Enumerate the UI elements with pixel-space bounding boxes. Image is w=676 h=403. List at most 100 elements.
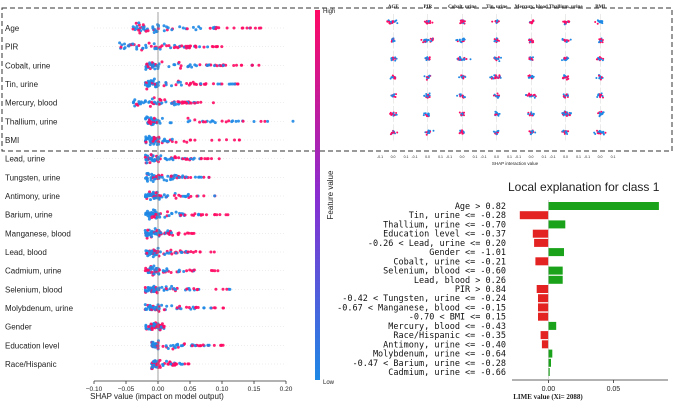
shap-point (143, 286, 147, 289)
shap-point (192, 213, 196, 217)
interaction-point (561, 77, 564, 80)
interaction-point (601, 59, 604, 62)
shap-point (189, 176, 193, 179)
shap-point (216, 269, 220, 273)
interaction-point (459, 57, 462, 60)
shap-point (151, 25, 155, 29)
shap-point (148, 138, 152, 142)
shap-point (257, 63, 261, 67)
shap-point (186, 231, 189, 235)
interaction-point (423, 38, 426, 41)
shap-point (192, 268, 196, 272)
interaction-point (463, 20, 466, 23)
shap-point (224, 63, 228, 67)
interaction-point (529, 56, 532, 59)
shap-point (157, 102, 161, 106)
lime-bar (534, 238, 549, 247)
shap-point (147, 327, 151, 331)
shap-point (142, 26, 146, 30)
interaction-point (563, 113, 566, 116)
interaction-point (495, 133, 498, 136)
lime-feature-label: -0.42 < Tungsten, urine <= -0.24 (342, 294, 506, 304)
shap-point (170, 304, 174, 308)
shap-point (209, 250, 213, 254)
feature-label: Lead, urine (5, 155, 46, 164)
shap-point (135, 47, 139, 51)
shap-point (172, 63, 176, 67)
interaction-point (455, 39, 458, 42)
interaction-point (494, 113, 497, 116)
interaction-point (532, 56, 534, 59)
shap-point (160, 101, 164, 105)
interaction-point (597, 132, 600, 135)
interaction-point (457, 57, 460, 60)
shap-point (220, 82, 224, 86)
shap-point (250, 63, 254, 67)
interaction-point (391, 21, 394, 24)
interaction-point (531, 76, 534, 79)
shap-point (181, 174, 185, 178)
interaction-tick-label: -0.1 (377, 155, 383, 159)
interaction-x-axis-title: SHAP interaction value (492, 161, 539, 166)
feature-label: Antimony, urine (5, 192, 61, 201)
shap-point (146, 289, 150, 293)
interaction-point (602, 132, 605, 135)
shap-point (185, 140, 189, 144)
shap-point (160, 303, 164, 307)
shap-point (193, 101, 197, 105)
interaction-point (531, 41, 534, 44)
shap-point (154, 191, 158, 195)
shap-point (164, 344, 168, 348)
shap-point (164, 287, 168, 291)
shap-point (177, 156, 181, 160)
shap-point (209, 63, 213, 67)
interaction-point (393, 114, 396, 117)
shap-point (168, 287, 172, 291)
shap-point (249, 26, 252, 30)
shap-point (144, 307, 148, 311)
shap-point (185, 45, 189, 49)
feature-label: Molybdenum, urine (5, 304, 74, 313)
shap-point (172, 194, 176, 197)
lime-feature-label: Lead, blood > 0.26 (414, 276, 506, 286)
shap-point (148, 213, 152, 217)
shap-point (145, 236, 149, 240)
interaction-point (565, 112, 568, 115)
shap-point (137, 44, 141, 47)
shap-point (263, 119, 267, 123)
interaction-tick-label: 0.0 (425, 155, 430, 159)
shap-point (217, 26, 221, 30)
interaction-point (562, 20, 565, 23)
lime-bar (535, 257, 549, 266)
interaction-point (561, 37, 564, 40)
shap-point (174, 102, 178, 106)
shap-point (202, 45, 206, 49)
lime-feature-label: -0.26 < Lead, urine <= 0.20 (368, 239, 506, 249)
shap-point (216, 45, 219, 48)
interaction-point (425, 78, 428, 81)
interaction-point (602, 130, 605, 133)
interaction-point (601, 39, 604, 41)
shap-point (196, 306, 200, 309)
lime-feature-label: Tin, urine <= -0.28 (409, 211, 506, 221)
shap-point (174, 174, 178, 177)
shap-point (160, 175, 164, 179)
shap-point (145, 161, 149, 165)
interaction-point (599, 132, 602, 135)
interaction-point (597, 112, 600, 115)
interaction-point (496, 39, 499, 42)
lime-feature-label: -0.70 < BMI <= 0.15 (409, 313, 506, 323)
shap-point (150, 100, 154, 104)
interaction-column-header: AGE (388, 5, 400, 10)
shap-point (164, 81, 168, 84)
shap-point (191, 250, 195, 254)
shap-point (149, 250, 153, 254)
shap-point (185, 27, 189, 31)
shap-point (144, 43, 148, 47)
interaction-point (565, 93, 568, 96)
shap-point (207, 343, 211, 347)
shap-point (172, 46, 176, 50)
x-tick-label: −0.10 (86, 386, 103, 393)
shap-interaction-grid: AGE PIR Cobalt, urine Tin, urine Mercury, bl… (377, 5, 615, 166)
